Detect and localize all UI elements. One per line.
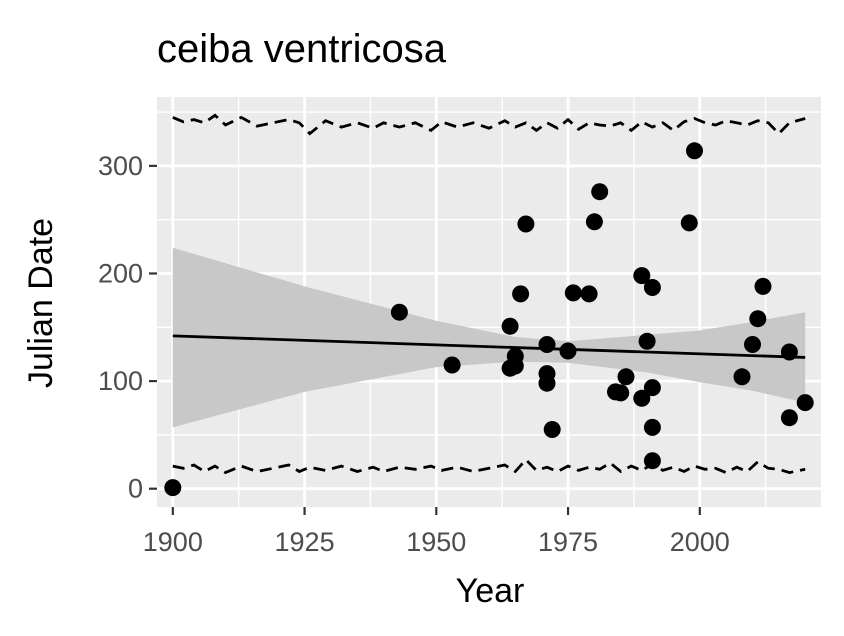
x-tick-label: 1925	[275, 527, 335, 557]
data-point	[754, 277, 772, 295]
data-point	[643, 452, 661, 470]
data-point	[796, 394, 814, 412]
data-points	[164, 142, 814, 497]
lower-dashed-line	[172, 457, 806, 475]
data-point	[501, 317, 519, 335]
data-point	[633, 389, 651, 407]
data-point	[443, 356, 461, 374]
y-axis-title: Julian Date	[22, 218, 60, 388]
data-point	[390, 303, 408, 321]
data-point	[733, 368, 751, 386]
data-point	[538, 336, 556, 353]
data-point	[512, 285, 530, 303]
data-point	[585, 213, 603, 231]
data-point	[564, 284, 582, 302]
data-point	[538, 374, 556, 392]
x-tick-label: 1900	[143, 527, 203, 557]
confidence-band	[172, 247, 806, 428]
y-axis: 0 100 200 300	[98, 151, 157, 504]
data-point	[506, 357, 524, 375]
y-tick-label: 100	[98, 366, 143, 396]
data-point	[617, 368, 635, 386]
data-point	[643, 418, 661, 436]
x-tick-label: 1975	[538, 527, 598, 557]
y-tick-label: 300	[98, 151, 143, 181]
data-point	[559, 342, 577, 360]
data-point	[591, 183, 609, 201]
data-point	[643, 379, 661, 397]
data-point	[780, 409, 798, 427]
x-axis: 1900 1925 1950 1975 2000	[143, 507, 730, 557]
data-point	[780, 343, 798, 361]
y-tick-label: 200	[98, 258, 143, 288]
data-point	[580, 285, 598, 303]
trend-line	[172, 334, 806, 359]
data-point	[517, 215, 535, 233]
data-point	[744, 336, 761, 353]
x-tick-label: 2000	[670, 527, 730, 557]
data-point	[680, 214, 698, 232]
data-point	[643, 279, 661, 296]
data-point	[543, 421, 561, 438]
data-point	[612, 384, 630, 402]
data-point	[749, 310, 767, 328]
x-tick-label: 1950	[406, 527, 466, 557]
chart-title: ceiba ventricosa	[157, 27, 447, 71]
y-tick-label: 0	[128, 474, 143, 504]
upper-dashed-line	[172, 113, 806, 136]
x-axis-title: Year	[456, 572, 525, 610]
data-point	[164, 479, 182, 497]
data-point	[686, 142, 703, 160]
data-point	[638, 332, 656, 350]
data-point	[633, 267, 651, 285]
